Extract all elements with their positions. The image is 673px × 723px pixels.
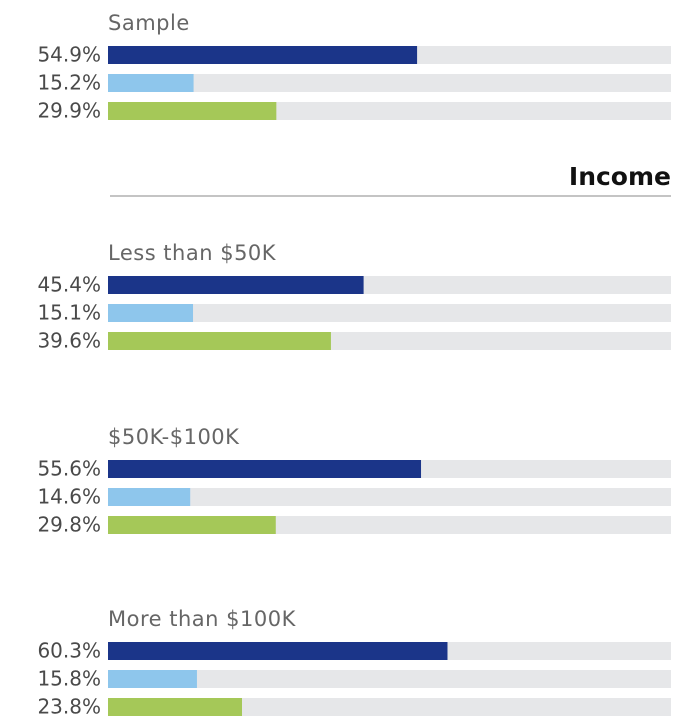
bar-track	[108, 488, 671, 506]
bar	[108, 102, 277, 120]
bar	[108, 516, 276, 534]
bar	[108, 698, 242, 716]
group-label: $50K-$100K	[108, 425, 240, 449]
value-label: 29.9%	[37, 99, 101, 123]
bar	[108, 304, 194, 322]
value-label: 55.6%	[37, 457, 101, 481]
value-label: 15.8%	[37, 667, 101, 691]
value-label: 54.9%	[37, 43, 101, 67]
value-label: 60.3%	[37, 639, 101, 663]
bar-track	[108, 670, 671, 688]
bar	[108, 276, 364, 294]
bar	[108, 460, 422, 478]
bar-track	[108, 304, 671, 322]
value-label: 15.1%	[37, 301, 101, 325]
group-label: Sample	[108, 11, 190, 35]
bar	[108, 642, 448, 660]
section-heading: Income	[569, 162, 671, 191]
bar	[108, 670, 197, 688]
value-label: 45.4%	[37, 273, 101, 297]
bar	[108, 74, 194, 92]
value-label: 29.8%	[37, 513, 101, 537]
value-label: 14.6%	[37, 485, 101, 509]
group-label: More than $100K	[108, 607, 297, 631]
bar	[108, 46, 418, 64]
group-label: Less than $50K	[108, 241, 277, 265]
bar	[108, 488, 191, 506]
bar	[108, 332, 331, 350]
bar-track	[108, 698, 671, 716]
value-label: 15.2%	[37, 71, 101, 95]
value-label: 23.8%	[37, 695, 101, 719]
bar-track	[108, 74, 671, 92]
value-label: 39.6%	[37, 329, 101, 353]
